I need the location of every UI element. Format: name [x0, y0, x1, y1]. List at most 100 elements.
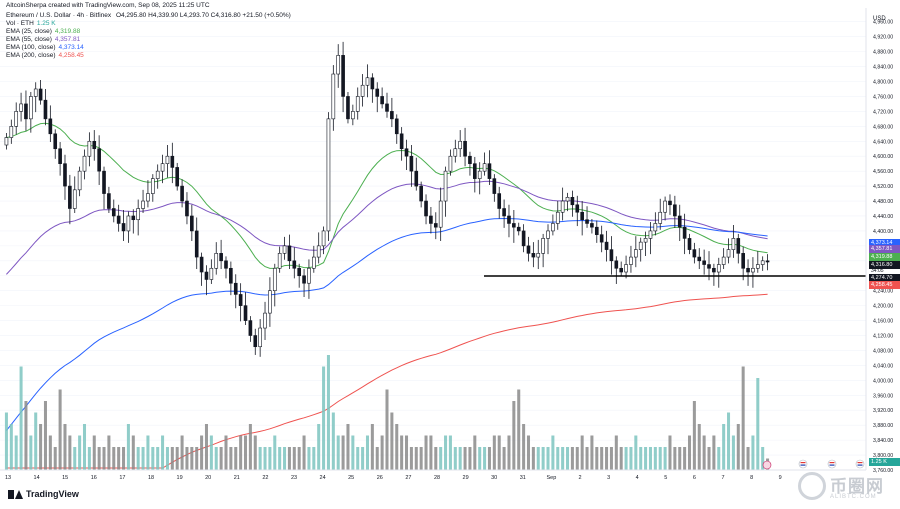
candle: [760, 256, 765, 271]
time-axis[interactable]: 13 14 15 16 17 18 19 20 21 22 23 24 25 26 27 28 29 30 31 Se…: [5, 475, 782, 481]
y-tick-label: 4,120.00: [873, 334, 893, 340]
event-flag-icon: [798, 459, 808, 469]
volume-bar: [409, 447, 413, 470]
candle: [48, 105, 53, 143]
bar-countdown: 34:05: [871, 268, 884, 274]
volume-bar: [639, 447, 643, 470]
ema200-legend[interactable]: EMA (200, close) 4,258.45: [6, 52, 84, 59]
volume-bar: [712, 435, 716, 470]
candle: [482, 152, 487, 176]
ema25-legend[interactable]: EMA (25, close) 4,319.88: [6, 28, 81, 35]
candle-body: [634, 249, 638, 258]
volume-bar: [234, 447, 238, 470]
volume-bar: [585, 447, 589, 470]
candle: [43, 88, 48, 126]
candle-body: [453, 148, 458, 157]
volume-bar: [380, 435, 384, 470]
volume-bar: [165, 447, 169, 470]
volume-bar: [512, 401, 516, 470]
candle-body: [268, 290, 272, 314]
volume-bar: [644, 447, 648, 470]
volume-bar: [268, 447, 272, 470]
volume-bar: [453, 447, 457, 470]
volume-bar: [200, 435, 204, 470]
candle-body: [692, 249, 697, 258]
candle: [419, 181, 423, 208]
volume-bar: [439, 447, 443, 470]
candle-body: [487, 163, 492, 179]
symbol-line[interactable]: Ethereum / U.S. Dollar · 4h · Bitfinex O…: [6, 12, 294, 20]
volume-bar: [619, 447, 623, 470]
ema100-legend[interactable]: EMA (100, close) 4,373.14: [6, 44, 84, 51]
volume-bar: [648, 447, 652, 470]
candle: [546, 224, 550, 255]
candle-body: [68, 185, 72, 209]
candle: [277, 246, 282, 273]
candle: [624, 255, 628, 279]
candle: [702, 249, 706, 275]
candle: [453, 139, 458, 163]
candle-body: [209, 267, 214, 280]
candle-body: [297, 267, 301, 277]
candle: [38, 80, 43, 105]
candle: [160, 154, 165, 184]
x-tick-label: 30: [491, 475, 497, 481]
candle: [536, 239, 541, 270]
x-tick-label: 21: [234, 475, 240, 481]
volume-bar: [736, 424, 740, 470]
candle-body: [29, 96, 33, 120]
candle-body: [63, 163, 67, 187]
candle: [619, 261, 624, 277]
candle: [580, 201, 584, 236]
candle-body: [638, 241, 643, 250]
tradingview-logo[interactable]: TradingView: [8, 489, 79, 499]
candle: [253, 328, 258, 355]
candle-body: [351, 111, 355, 120]
candle: [682, 213, 687, 255]
candle-body: [9, 126, 14, 138]
candle-body: [604, 241, 609, 250]
volume-legend[interactable]: Vol · ETH 1.25 K: [6, 20, 56, 27]
candle-body: [243, 305, 248, 321]
volume-bar: [609, 447, 613, 470]
volume-bar: [214, 447, 218, 470]
candle-body: [512, 223, 516, 228]
candle: [516, 222, 521, 236]
candle: [575, 195, 580, 227]
volume-bar: [492, 435, 496, 470]
candle-body: [82, 155, 87, 172]
volume-bar: [692, 401, 696, 470]
candle-body: [624, 264, 628, 273]
volume-bar: [58, 389, 62, 470]
candle-body: [560, 200, 565, 213]
volume-bar: [346, 424, 350, 470]
candle-body: [150, 178, 155, 194]
ema55-legend[interactable]: EMA (55, close) 4,357.81: [6, 36, 81, 43]
candle-body: [331, 73, 336, 120]
volume-bar: [536, 447, 540, 470]
candle-body: [355, 96, 360, 112]
volume-bar: [727, 412, 731, 470]
price-axis[interactable]: 4,960.00 4,920.00 4,880.00 4,840.00 4,800.00…: [873, 20, 893, 474]
candle: [282, 236, 287, 260]
candle: [477, 162, 482, 195]
volume-bar: [663, 447, 667, 470]
volume-bar: [302, 435, 306, 470]
volume-bar: [273, 435, 277, 470]
y-tick-label: 4,880.00: [873, 50, 893, 56]
candle: [233, 274, 238, 309]
candle: [136, 199, 140, 236]
volume-bar: [24, 401, 28, 470]
candle: [634, 236, 638, 268]
candle-body: [160, 163, 165, 172]
volume-bar: [156, 447, 160, 470]
x-tick-label: 22: [262, 475, 268, 481]
candle: [316, 232, 321, 264]
candle-body: [502, 208, 506, 217]
candle-body: [136, 208, 140, 221]
candle-body: [258, 327, 262, 348]
candle: [321, 226, 326, 255]
candle-body: [424, 200, 428, 217]
candle-body: [380, 96, 384, 105]
